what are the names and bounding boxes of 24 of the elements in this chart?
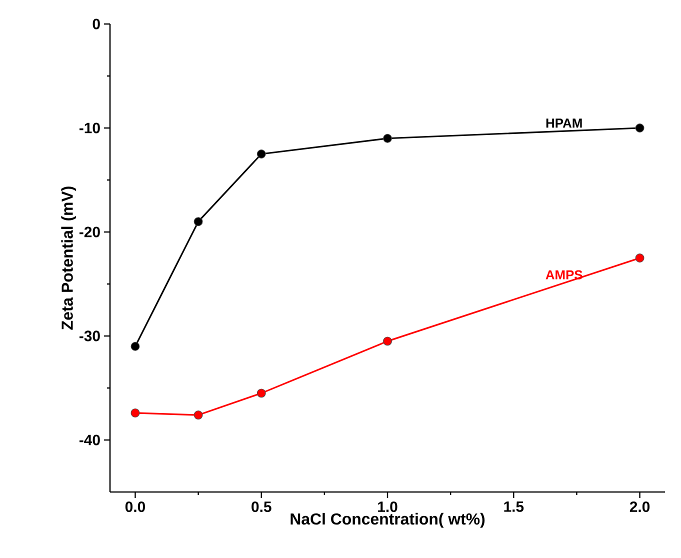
- x-tick-label: 2.0: [630, 501, 650, 512]
- point: [194, 217, 203, 226]
- x-tick-label: 0.5: [252, 501, 272, 512]
- point: [635, 124, 644, 132]
- y-tick-label: -40: [79, 434, 100, 446]
- y-tick-label: 0: [92, 18, 100, 30]
- point: [256, 150, 266, 158]
- point: [130, 342, 140, 351]
- point: [635, 254, 644, 262]
- point: [130, 408, 140, 418]
- x-tick-label: 1.0: [378, 501, 398, 512]
- point: [256, 388, 266, 398]
- y-tick-label: -30: [79, 330, 100, 342]
- point: [383, 336, 392, 346]
- point: [383, 134, 392, 143]
- y-axis-title: Zeta Potential (mV): [61, 186, 76, 330]
- series-label: HPAM: [546, 118, 582, 128]
- y-tick-label: -20: [79, 226, 100, 238]
- y-tick-label: -10: [79, 122, 100, 134]
- x-tick-label: 1.5: [504, 501, 524, 512]
- point: [194, 410, 203, 420]
- x-axis-title: NaCl Concentration( wt%): [290, 512, 485, 528]
- x-tick-label: 0.0: [125, 501, 145, 512]
- series-label: AMPS: [546, 270, 582, 280]
